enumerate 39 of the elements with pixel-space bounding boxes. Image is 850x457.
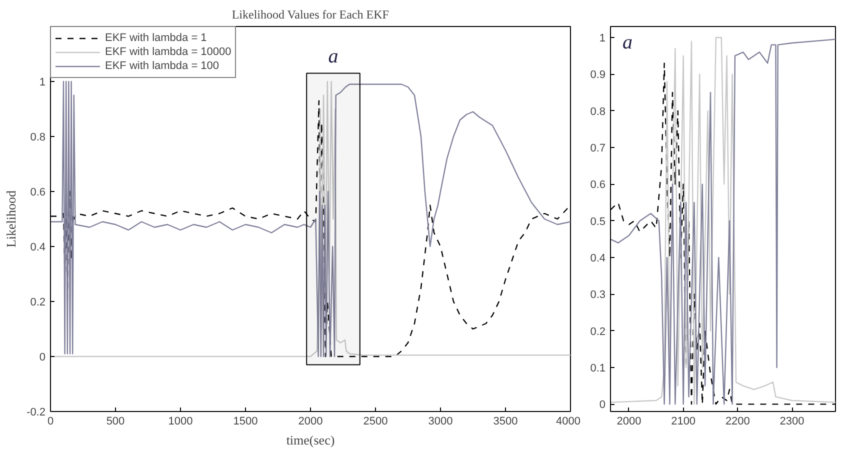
y-tick-label: 0.5 <box>590 216 606 228</box>
y-tick-label: 0 <box>39 352 46 364</box>
y-tick-label: 1 <box>599 32 606 44</box>
y-tick-label: 0.6 <box>30 186 46 198</box>
x-tick-label: 2100 <box>671 416 696 428</box>
legend-label: EKF with lambda = 10000 <box>105 45 232 59</box>
x-tick-label: 2300 <box>780 416 804 428</box>
y-tick-label: 0.6 <box>590 179 606 192</box>
annotation: a <box>622 32 632 54</box>
y-tick-label: 0 <box>599 399 606 412</box>
y-tick-label: 1 <box>39 76 46 88</box>
y-axis-title: Likelihood <box>4 190 19 248</box>
x-tick-label: 2200 <box>725 416 750 428</box>
y-tick-label: 0.1 <box>590 362 606 374</box>
x-tick-label: 3000 <box>428 416 453 428</box>
x-tick-label: 1000 <box>168 416 193 428</box>
legend-label: EKF with lambda = 1 <box>105 31 207 45</box>
y-tick-label: 0.4 <box>590 252 606 264</box>
y-tick-label: 0.8 <box>30 132 46 144</box>
y-tick-label: 0.7 <box>590 142 606 154</box>
annotation: a <box>328 45 338 68</box>
x-tick-label: 1500 <box>233 416 258 428</box>
y-tick-label: -0.2 <box>26 406 46 418</box>
x-tick-label: 2000 <box>298 416 323 428</box>
x-axis-title: time(sec) <box>286 432 335 448</box>
x-tick-label: 3500 <box>493 416 518 428</box>
x-tick-label: 2000 <box>616 416 642 428</box>
y-tick-label: 0.2 <box>30 296 46 308</box>
y-tick-label: 0.3 <box>590 289 606 302</box>
y-tick-label: 0.4 <box>30 242 46 254</box>
y-tick-label: 0.8 <box>590 106 606 118</box>
x-tick-label: 0 <box>47 416 54 428</box>
x-tick-label: 2500 <box>363 416 388 428</box>
y-tick-label: 0.9 <box>590 69 606 82</box>
x-tick-label: 500 <box>106 416 125 428</box>
legend-label: EKF with lambda = 100 <box>105 59 220 73</box>
chart-title: Likelihood Values for Each EKF <box>232 8 390 22</box>
x-tick-label: 4000 <box>556 416 581 428</box>
y-tick-label: 0.2 <box>590 326 606 338</box>
